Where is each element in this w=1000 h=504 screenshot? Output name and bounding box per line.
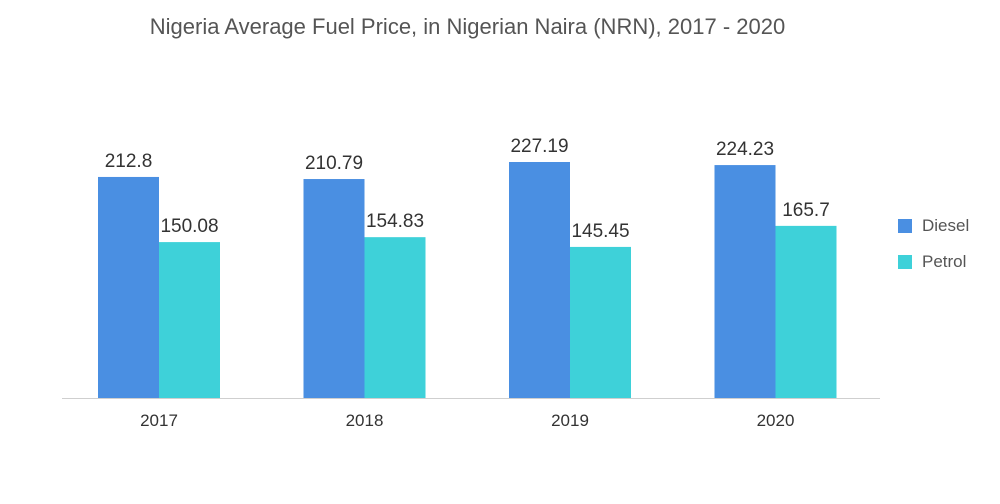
x-tick-label-2017: 2017 bbox=[140, 411, 178, 430]
bar-diesel-2020[interactable] bbox=[714, 165, 776, 398]
value-label-diesel-2018: 210.79 bbox=[305, 153, 363, 174]
legend-label-diesel: Diesel bbox=[922, 216, 970, 235]
x-tick-labels: 2017 2018 2019 2020 bbox=[140, 411, 794, 430]
bar-diesel-2017[interactable] bbox=[98, 176, 159, 398]
bar-petrol-2017[interactable] bbox=[159, 242, 220, 398]
bars-layer bbox=[98, 162, 837, 398]
x-tick-label-2019: 2019 bbox=[551, 411, 589, 430]
value-label-diesel-2017: 212.8 bbox=[105, 151, 153, 172]
legend-swatch-diesel bbox=[898, 219, 912, 233]
value-label-diesel-2019: 227.19 bbox=[510, 136, 568, 157]
bar-diesel-2018[interactable] bbox=[303, 179, 365, 398]
x-tick-label-2020: 2020 bbox=[757, 411, 795, 430]
value-label-petrol-2019: 145.45 bbox=[571, 221, 629, 242]
value-label-petrol-2018: 154.83 bbox=[366, 211, 424, 232]
legend-item-diesel[interactable]: Diesel bbox=[898, 215, 969, 237]
legend: Diesel Petrol bbox=[898, 215, 969, 287]
value-label-petrol-2017: 150.08 bbox=[160, 216, 218, 237]
value-label-petrol-2020: 165.7 bbox=[782, 200, 830, 221]
bar-petrol-2018[interactable] bbox=[364, 237, 426, 398]
legend-item-petrol[interactable]: Petrol bbox=[898, 251, 969, 273]
bar-diesel-2019[interactable] bbox=[509, 162, 570, 398]
x-tick-label-2018: 2018 bbox=[346, 411, 384, 430]
bar-petrol-2019[interactable] bbox=[570, 246, 631, 398]
legend-swatch-petrol bbox=[898, 255, 912, 269]
chart-title: Nigeria Average Fuel Price, in Nigerian … bbox=[149, 14, 786, 39]
bar-petrol-2020[interactable] bbox=[775, 225, 837, 398]
value-label-diesel-2020: 224.23 bbox=[716, 139, 774, 160]
legend-label-petrol: Petrol bbox=[922, 252, 967, 271]
value-labels-layer: 212.8 150.08 210.79 154.83 227.19 145.45 224.2… bbox=[105, 136, 830, 242]
